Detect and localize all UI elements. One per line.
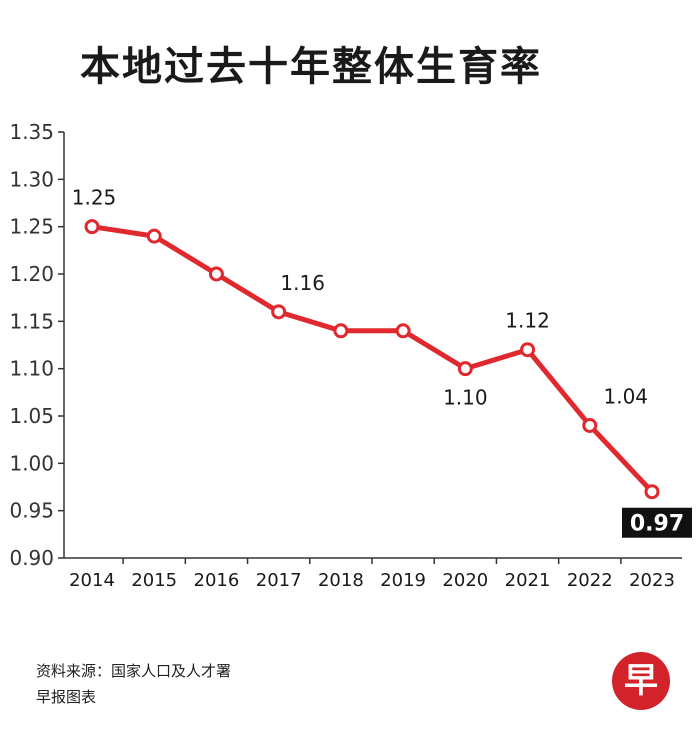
- data-point: [395, 323, 411, 339]
- x-tick-label: 2020: [442, 570, 488, 591]
- data-point: [520, 342, 536, 358]
- data-point: [644, 484, 660, 500]
- brand-logo: 早: [612, 652, 670, 710]
- x-tick-label: 2021: [505, 570, 551, 591]
- data-point: [271, 304, 287, 320]
- x-tick-label: 2019: [380, 570, 426, 591]
- data-point: [333, 323, 349, 339]
- x-tick-label: 2023: [629, 570, 675, 591]
- data-label: 1.10: [443, 386, 488, 410]
- x-tick-label: 2017: [256, 570, 302, 591]
- y-tick-label: 1.30: [9, 167, 54, 191]
- x-tick-label: 2014: [69, 570, 115, 591]
- data-label: 0.97: [630, 512, 684, 537]
- data-point: [582, 417, 598, 433]
- highlight-label-box: [622, 507, 692, 538]
- y-tick-label: 1.15: [9, 309, 54, 333]
- chart-title: 本地过去十年整体生育率: [80, 44, 542, 90]
- data-label: 1.16: [280, 271, 325, 295]
- series-line-path: [89, 224, 655, 495]
- source-note: 资料来源：国家人口及人才署: [36, 662, 232, 680]
- chart-credit: 早报图表: [36, 688, 97, 706]
- axes: 0.90 0.95 1.00 1.05 1.10 1.15 1.20 1.25 1.30 1.35…: [9, 120, 682, 591]
- data-labels: 1.25 1.16 1.10 1.12 1.04 0.97: [72, 186, 692, 538]
- data-label: 1.12: [505, 309, 550, 333]
- y-tick-label: 1.20: [9, 262, 54, 286]
- data-label: 1.04: [604, 384, 649, 408]
- x-tick-label: 2016: [194, 570, 240, 591]
- series-line: [84, 219, 660, 500]
- y-tick-label: 1.25: [9, 215, 54, 239]
- y-tick-label: 0.95: [9, 499, 54, 523]
- x-tick-label: 2015: [131, 570, 177, 591]
- y-tick-label: 1.10: [9, 357, 54, 381]
- data-point: [84, 219, 100, 235]
- x-tick-label: 2022: [567, 570, 613, 591]
- data-label: 1.25: [72, 186, 117, 210]
- y-tick-label: 0.90: [9, 546, 54, 570]
- data-point: [146, 228, 162, 244]
- y-tick-label: 1.05: [9, 404, 54, 428]
- data-point: [457, 361, 473, 377]
- y-tick-label: 1.35: [9, 120, 54, 144]
- y-tick-label: 1.00: [9, 451, 54, 475]
- data-point: [208, 266, 224, 282]
- x-tick-label: 2018: [318, 570, 364, 591]
